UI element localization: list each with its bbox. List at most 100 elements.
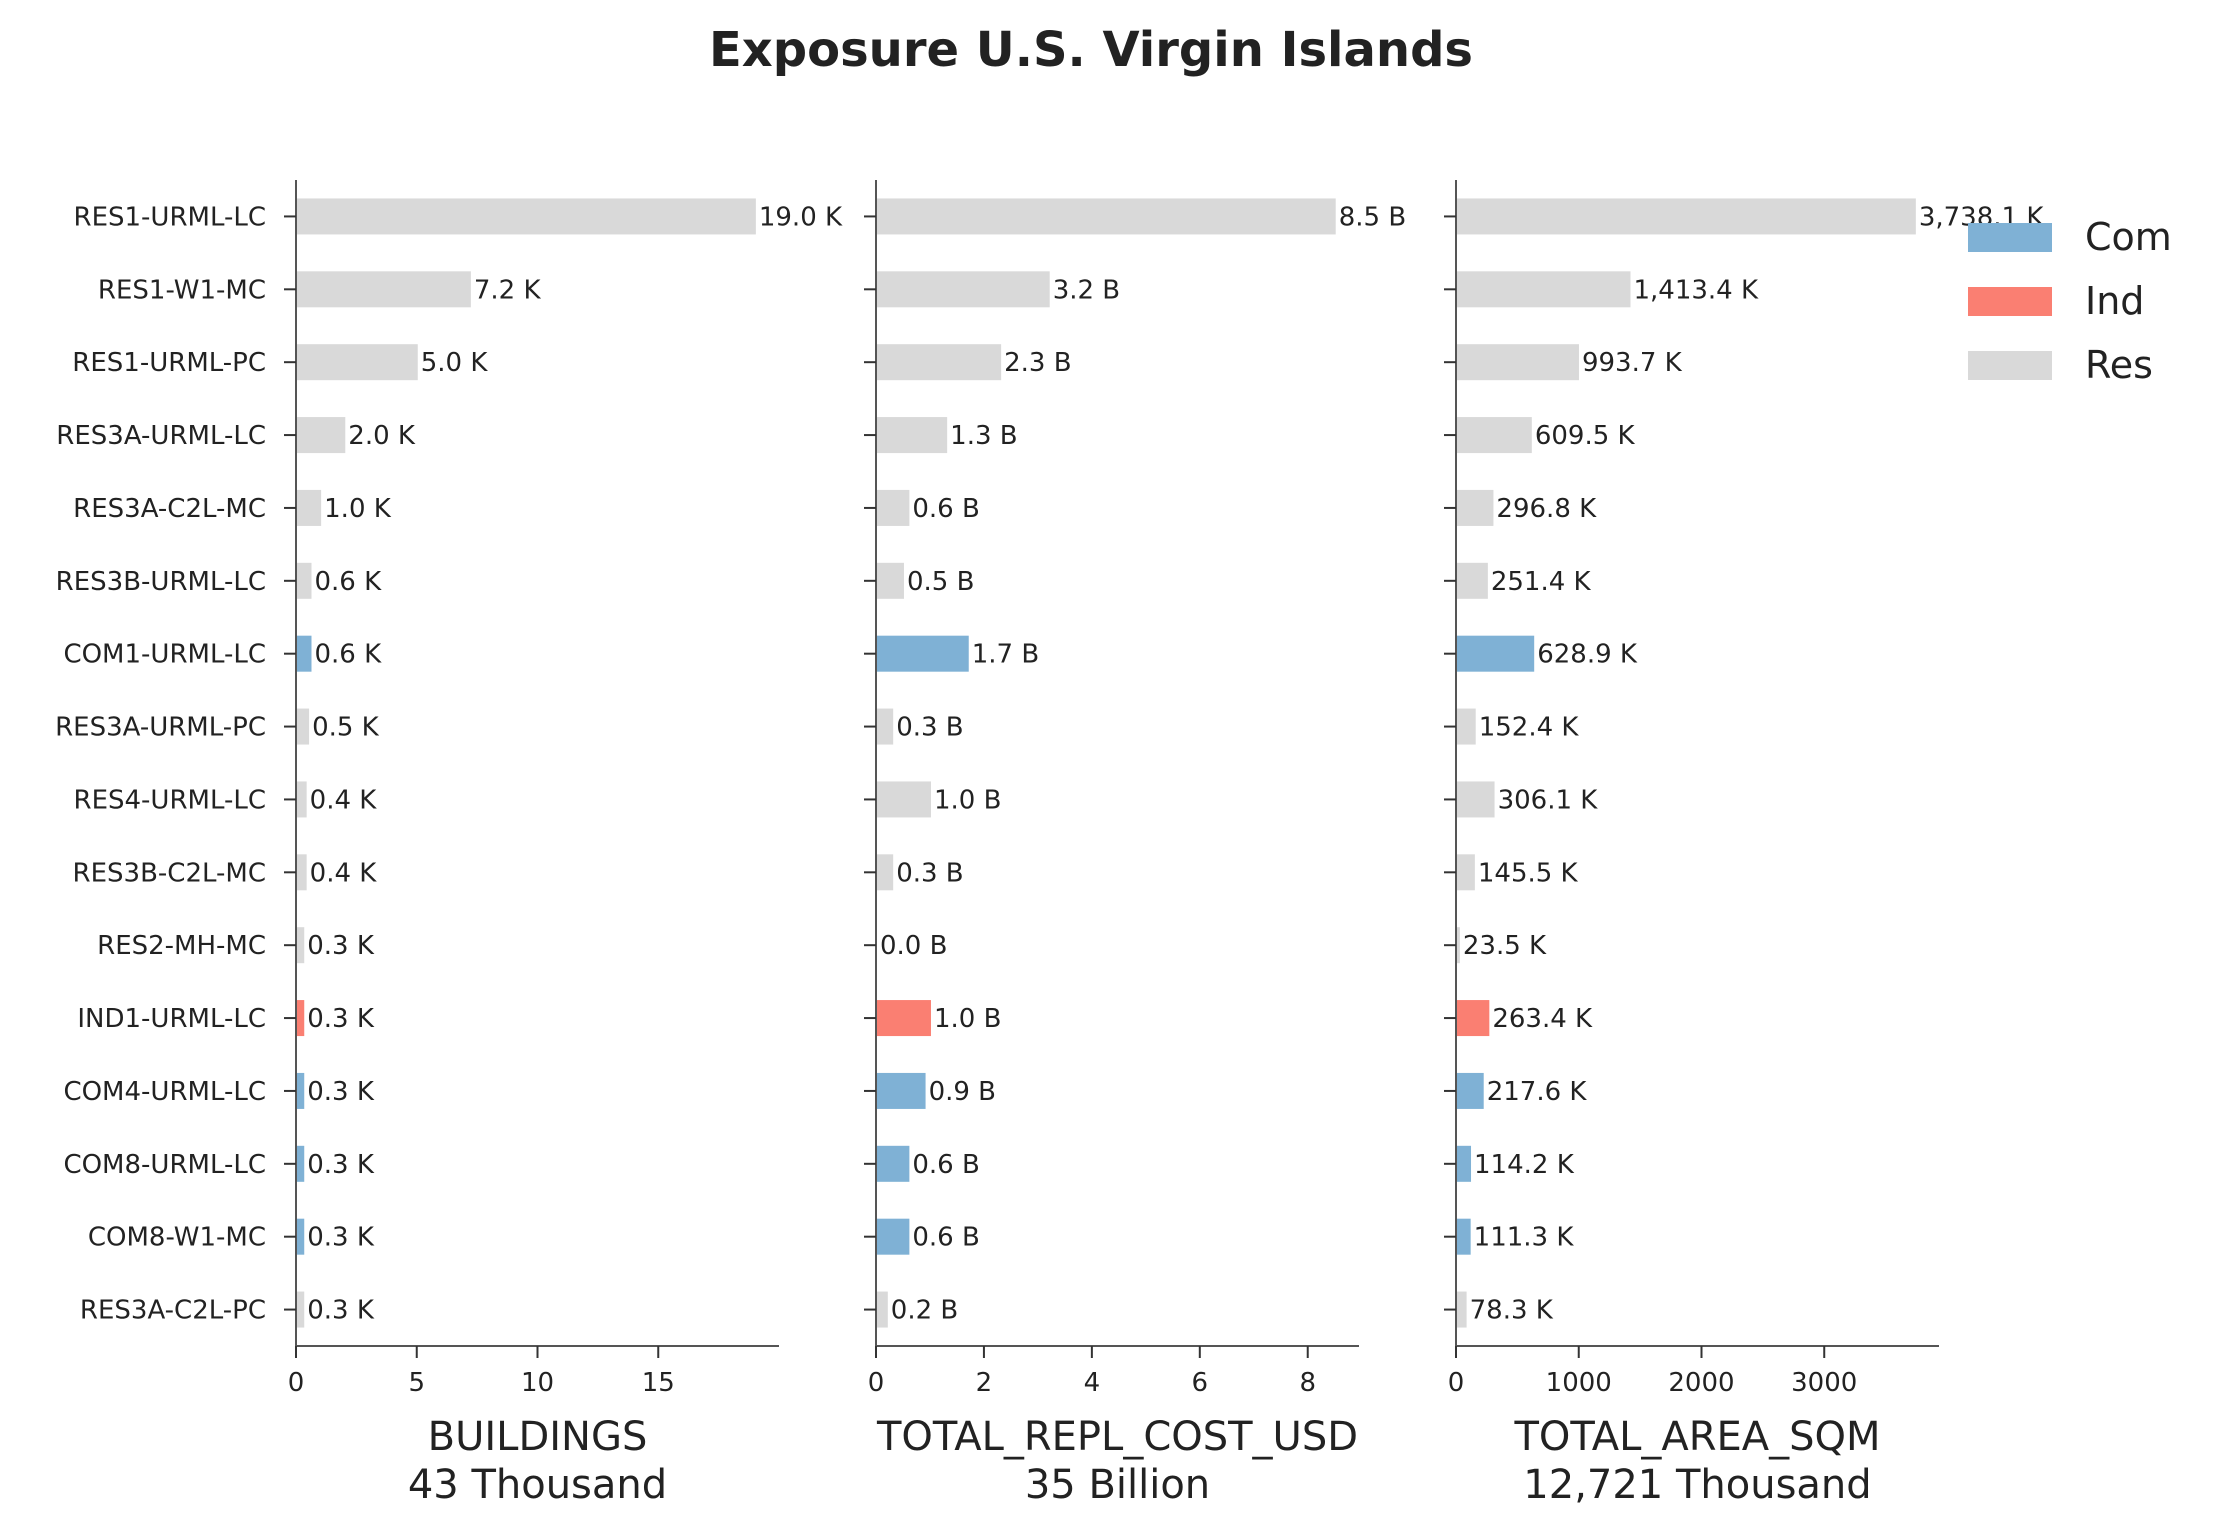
bar	[1457, 562, 1488, 599]
x-tick-label: 1000	[1546, 1368, 1612, 1398]
bar	[877, 344, 1002, 381]
bar	[297, 271, 471, 308]
data-label: 0.3 K	[307, 1223, 375, 1253]
bar	[297, 417, 346, 454]
data-label: 7.2 K	[474, 275, 542, 305]
data-label: 5.0 K	[421, 348, 489, 378]
bar	[297, 1000, 305, 1037]
data-label: 0.3 K	[307, 1077, 375, 1107]
data-label: 0.3 K	[307, 1004, 375, 1034]
bar	[297, 854, 307, 891]
bar	[877, 1291, 888, 1328]
y-tick-label: RES1-URML-PC	[72, 348, 266, 378]
data-label: 1,413.4 K	[1633, 275, 1759, 305]
bar	[1457, 271, 1631, 308]
x-axis-subtitle: 35 Billion	[1025, 1462, 1210, 1508]
legend-swatch	[1968, 287, 2052, 316]
bar	[877, 781, 931, 818]
bar	[877, 1000, 931, 1037]
data-label: 0.6 K	[314, 640, 382, 670]
data-label: 23.5 K	[1463, 931, 1547, 961]
y-tick-label: COM8-URML-LC	[63, 1150, 266, 1180]
y-tick-label: COM4-URML-LC	[63, 1077, 266, 1107]
bar	[877, 417, 948, 454]
bar	[877, 635, 969, 672]
legend-label: Com	[2085, 215, 2172, 259]
data-label: 0.6 B	[912, 494, 979, 524]
y-tick-label: RES3A-URML-LC	[56, 421, 266, 451]
bar	[877, 489, 910, 526]
bar	[1457, 708, 1476, 745]
y-tick-label: RES3A-C2L-PC	[80, 1296, 266, 1326]
bar	[1457, 781, 1495, 818]
x-tick-label: 2	[976, 1368, 993, 1398]
bar	[297, 198, 756, 235]
x-axis-subtitle: 43 Thousand	[408, 1462, 667, 1508]
data-label: 0.6 K	[314, 567, 382, 597]
chart-title: Exposure U.S. Virgin Islands	[709, 22, 1473, 78]
bar	[877, 198, 1336, 235]
data-label: 1.0 B	[934, 1004, 1001, 1034]
x-axis-label: TOTAL_REPL_COST_USD	[876, 1414, 1358, 1460]
data-label: 628.9 K	[1537, 640, 1638, 670]
data-label: 0.3 B	[896, 713, 963, 743]
data-label: 2.0 K	[348, 421, 416, 451]
legend-swatch	[1968, 223, 2052, 252]
data-label: 114.2 K	[1474, 1150, 1575, 1180]
data-label: 1.0 B	[934, 785, 1001, 815]
data-label: 251.4 K	[1491, 567, 1592, 597]
bar	[1457, 489, 1494, 526]
bar	[1457, 927, 1460, 964]
data-label: 3.2 B	[1053, 275, 1120, 305]
data-label: 0.5 K	[312, 713, 380, 743]
x-tick-label: 3000	[1791, 1368, 1857, 1398]
x-tick-label: 0	[1448, 1368, 1465, 1398]
bar	[297, 489, 322, 526]
bar	[1457, 1072, 1484, 1109]
bar	[297, 1218, 305, 1255]
bar	[1457, 198, 1916, 235]
bar	[297, 562, 312, 599]
y-tick-label: RES2-MH-MC	[97, 931, 266, 961]
y-tick-label: RES1-W1-MC	[98, 275, 266, 305]
bar	[297, 927, 305, 964]
x-tick-label: 4	[1084, 1368, 1101, 1398]
x-tick-label: 0	[868, 1368, 885, 1398]
data-label: 2.3 B	[1004, 348, 1071, 378]
bar	[297, 708, 310, 745]
y-tick-label: RES1-URML-LC	[74, 202, 267, 232]
y-tick-label: IND1-URML-LC	[77, 1004, 266, 1034]
x-tick-label: 0	[288, 1368, 305, 1398]
bar	[1457, 1218, 1471, 1255]
x-tick-label: 2000	[1668, 1368, 1734, 1398]
data-label: 1.3 B	[950, 421, 1017, 451]
data-label: 0.3 B	[896, 858, 963, 888]
data-label: 0.9 B	[929, 1077, 996, 1107]
data-label: 152.4 K	[1479, 713, 1580, 743]
data-label: 1.7 B	[972, 640, 1039, 670]
y-tick-label: RES3A-URML-PC	[55, 713, 266, 743]
bar	[1457, 417, 1532, 454]
data-label: 0.0 B	[880, 931, 947, 961]
data-label: 19.0 K	[759, 202, 843, 232]
legend-swatch	[1968, 351, 2052, 380]
legend-label: Ind	[2085, 279, 2144, 323]
bar	[297, 1291, 305, 1328]
y-tick-label: RES3A-C2L-MC	[73, 494, 266, 524]
data-label: 0.2 B	[891, 1296, 958, 1326]
data-label: 609.5 K	[1535, 421, 1636, 451]
bar	[877, 854, 894, 891]
bar	[877, 1145, 910, 1182]
data-label: 0.4 K	[310, 785, 378, 815]
y-tick-label: COM8-W1-MC	[88, 1223, 266, 1253]
y-tick-label: RES3B-C2L-MC	[73, 858, 266, 888]
data-label: 993.7 K	[1582, 348, 1683, 378]
bar	[1457, 344, 1579, 381]
data-label: 0.6 B	[912, 1150, 979, 1180]
x-tick-label: 8	[1299, 1368, 1316, 1398]
bar	[297, 781, 307, 818]
bar	[877, 271, 1050, 308]
bar	[1457, 854, 1475, 891]
data-label: 296.8 K	[1496, 494, 1597, 524]
